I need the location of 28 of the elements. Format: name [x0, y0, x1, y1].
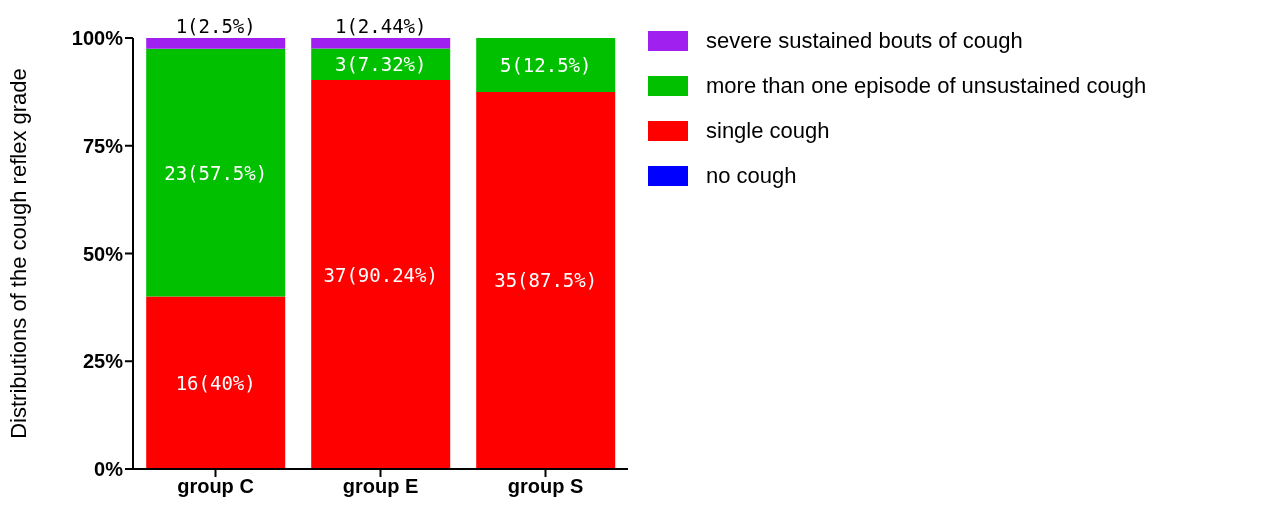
data-label: 3(7.32%) — [334, 53, 427, 76]
legend-label: no cough — [706, 162, 797, 189]
x-tick-label: group E — [342, 475, 419, 498]
legend-label: severe sustained bouts of cough — [706, 27, 1023, 54]
data-label: 23(57.5%) — [164, 161, 268, 184]
y-tick-label: 25% — [82, 350, 124, 373]
bar — [311, 38, 451, 49]
legend-label: more than one episode of unsustained cough — [706, 72, 1147, 99]
x-tick-label: group C — [177, 475, 254, 498]
bar — [476, 38, 616, 92]
data-label: 1(2.5%) — [175, 15, 256, 37]
x-tick-label: group S — [507, 475, 584, 498]
y-tick-label: 50% — [82, 242, 124, 265]
y-tick-label: 100% — [71, 27, 124, 50]
y-tick-label: 75% — [82, 134, 124, 157]
data-label: 1(2.44%) — [334, 15, 427, 37]
bar — [146, 38, 286, 49]
data-label: 16(40%) — [175, 371, 256, 394]
data-label: 5(12.5%) — [499, 53, 592, 76]
data-label: 35(87.5%) — [494, 269, 598, 292]
bar — [311, 80, 451, 469]
legend-label: single cough — [706, 117, 830, 144]
bar — [146, 48, 286, 297]
bar — [476, 91, 616, 469]
data-label: 37(90.24%) — [323, 263, 438, 286]
bar — [146, 296, 286, 469]
y-axis-title: Distributions of the cough reflex grade — [5, 68, 31, 439]
y-tick-label: 0% — [94, 458, 124, 481]
